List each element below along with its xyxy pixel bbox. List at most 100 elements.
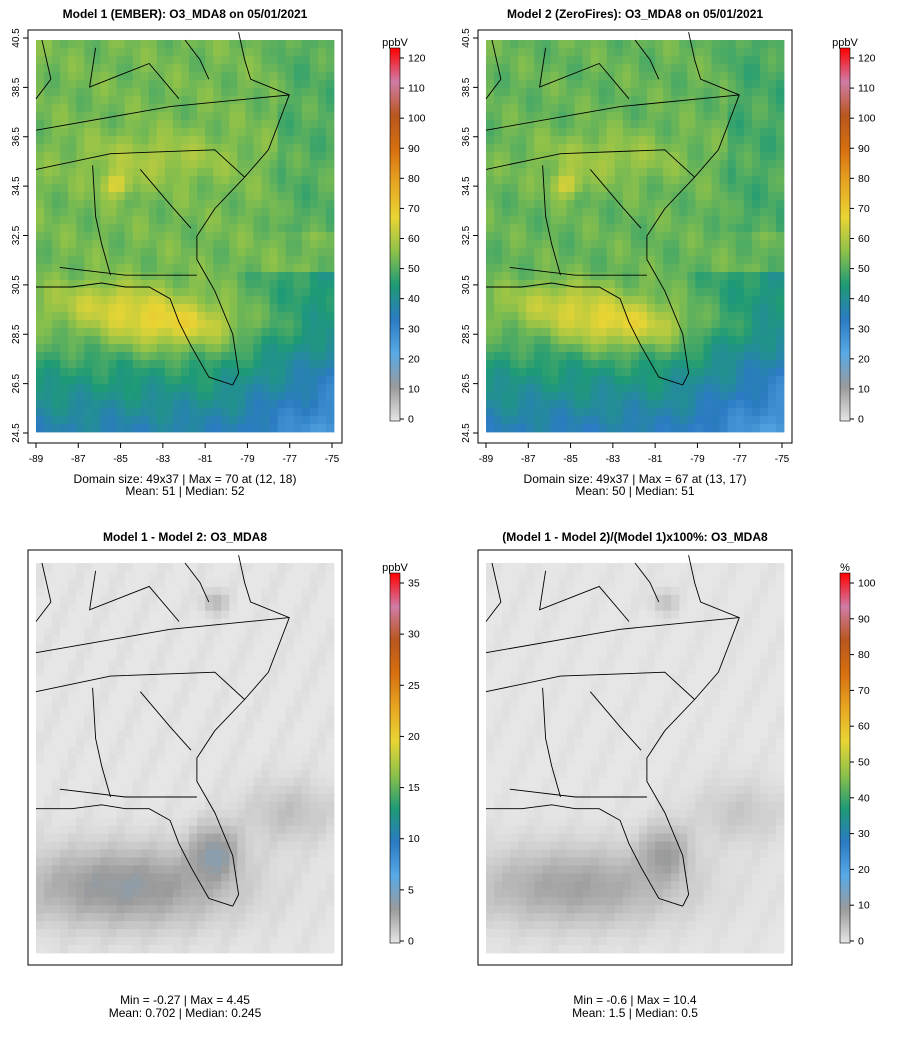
heatmap-cell xyxy=(36,777,45,787)
heatmap-cell xyxy=(711,264,720,273)
heatmap-cell xyxy=(108,714,117,723)
heatmap-cell xyxy=(317,634,327,643)
heatmap-cell xyxy=(245,200,254,209)
heatmap-cell xyxy=(124,144,134,153)
heatmap-cell xyxy=(663,184,672,193)
heatmap-cell xyxy=(526,296,535,305)
heatmap-cell xyxy=(614,272,624,281)
heatmap-cell xyxy=(614,96,624,105)
heatmap-cell xyxy=(269,280,279,289)
heatmap-cell xyxy=(293,104,303,113)
heatmap-cell xyxy=(164,563,174,572)
heatmap-cell xyxy=(68,88,77,97)
heatmap-cell xyxy=(172,64,182,73)
heatmap-cell xyxy=(277,224,287,233)
heatmap-cell xyxy=(124,328,134,337)
heatmap-cell xyxy=(518,128,527,137)
heatmap-cell xyxy=(663,168,672,177)
heatmap-cell xyxy=(727,104,737,113)
heatmap-cell xyxy=(671,384,680,393)
heatmap-cell xyxy=(156,136,166,145)
heatmap-cell xyxy=(550,264,559,273)
heatmap-cell xyxy=(751,384,761,393)
heatmap-cell xyxy=(751,224,761,233)
heatmap-cell xyxy=(100,184,109,193)
heatmap-cell xyxy=(156,618,166,628)
heatmap-cell xyxy=(695,64,704,73)
heatmap-cell xyxy=(253,240,262,249)
heatmap-cell xyxy=(590,368,600,377)
heatmap-cell xyxy=(735,360,745,369)
heatmap-cell xyxy=(229,168,238,177)
heatmap-cell xyxy=(590,296,600,305)
heatmap-cell xyxy=(486,192,495,201)
heatmap-cell xyxy=(639,160,648,169)
heatmap-cell xyxy=(172,642,182,651)
heatmap-cell xyxy=(108,280,117,289)
heatmap-cell xyxy=(156,769,166,779)
heatmap-cell xyxy=(213,200,222,209)
heatmap-cell xyxy=(148,650,158,659)
heatmap-cell xyxy=(695,168,704,177)
heatmap-cell xyxy=(293,738,303,747)
heatmap-cell xyxy=(647,192,656,201)
heatmap-cell xyxy=(44,392,53,401)
heatmap-cell xyxy=(44,152,53,161)
heatmap-cell xyxy=(735,248,745,257)
heatmap-cell xyxy=(510,400,519,409)
heatmap-cell xyxy=(108,328,117,337)
heatmap-cell xyxy=(156,809,166,819)
heatmap-cell xyxy=(36,424,45,433)
heatmap-cell xyxy=(502,136,511,145)
heatmap-cell xyxy=(486,344,495,353)
heatmap-cell xyxy=(100,730,109,739)
heatmap-cell xyxy=(189,216,198,225)
heatmap-cell xyxy=(759,424,769,433)
heatmap-cell xyxy=(719,320,729,329)
heatmap-cell xyxy=(622,248,632,257)
heatmap-cell xyxy=(36,376,45,385)
heatmap-cell xyxy=(156,563,166,572)
heatmap-cell xyxy=(189,563,198,572)
heatmap-cell xyxy=(703,120,712,129)
heatmap-cell xyxy=(598,208,608,217)
heatmap-cell xyxy=(767,184,777,193)
heatmap-cell xyxy=(759,264,769,273)
heatmap-cell xyxy=(197,424,206,433)
heatmap-cell xyxy=(261,200,270,209)
heatmap-cell xyxy=(108,96,117,105)
heatmap-cell xyxy=(36,368,45,377)
heatmap-cell xyxy=(647,352,656,361)
heatmap-cell xyxy=(510,272,519,281)
heatmap-cell xyxy=(735,200,745,209)
heatmap-cell xyxy=(719,56,729,65)
heatmap-cell xyxy=(180,801,190,811)
heatmap-cell xyxy=(108,563,117,572)
heatmap-cell xyxy=(301,777,311,787)
heatmap-cell xyxy=(735,80,745,89)
heatmap-cell xyxy=(68,112,77,121)
heatmap-cell xyxy=(68,224,77,233)
heatmap-cell xyxy=(293,48,303,57)
heatmap-cell xyxy=(285,56,295,65)
heatmap-cell xyxy=(550,312,559,321)
heatmap-cell xyxy=(205,578,214,588)
heatmap-cell xyxy=(189,256,198,265)
heatmap-cell xyxy=(301,48,311,57)
heatmap-cell xyxy=(180,809,190,819)
heatmap-cell xyxy=(100,761,109,771)
heatmap-cell xyxy=(116,634,125,643)
heatmap-cell xyxy=(285,570,295,580)
heatmap-cell xyxy=(711,192,720,201)
heatmap-cell xyxy=(639,192,648,201)
heatmap-cell xyxy=(116,288,125,297)
heatmap-cell xyxy=(598,88,608,97)
heatmap-cell xyxy=(526,416,535,425)
heatmap-cell xyxy=(647,168,656,177)
heatmap-cell xyxy=(598,280,608,289)
heatmap-cell xyxy=(269,722,279,731)
heatmap-cell xyxy=(44,96,53,105)
heatmap-cell xyxy=(590,128,600,137)
heatmap-cell xyxy=(180,272,190,281)
heatmap-cell xyxy=(164,344,174,353)
